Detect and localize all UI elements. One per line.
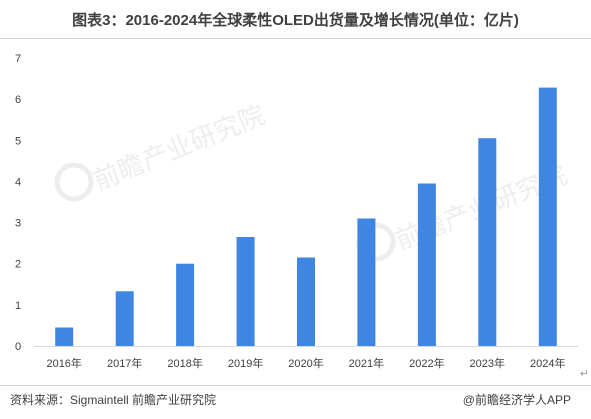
chart-title: 图表3：2016-2024年全球柔性OLED出货量及增长情况(单位：亿片) [72, 12, 519, 29]
y-tick-label: 2 [15, 259, 21, 271]
y-tick-label: 0 [15, 341, 21, 353]
footer-divider [0, 385, 591, 386]
title-divider [0, 38, 591, 39]
x-tick-label: 2017年 [107, 356, 142, 370]
x-tick-label: 2016年 [46, 356, 81, 370]
bar-2022年 [417, 183, 436, 346]
bar-2021年 [357, 218, 376, 346]
y-tick-label: 1 [15, 300, 21, 312]
bar-2019年 [236, 237, 255, 346]
bar-2023年 [478, 138, 497, 346]
bar-2016年 [55, 327, 74, 346]
watermark-logo: 前瞻产业研究院 [54, 100, 269, 202]
bar-2020年 [297, 257, 315, 346]
brand-credit: @前瞻经济学人APP [462, 393, 571, 407]
bar-2017年 [115, 291, 134, 346]
y-tick-label: 6 [15, 94, 21, 106]
y-tick-label: 7 [15, 53, 21, 65]
x-tick-label: 2022年 [409, 356, 444, 370]
bar-2024年 [538, 87, 557, 346]
y-tick-label: 4 [15, 176, 21, 188]
x-tick-label: 2020年 [288, 356, 323, 370]
x-tick-label: 2023年 [470, 356, 505, 370]
x-tick-label: 2019年 [228, 356, 263, 370]
x-tick-label: 2024年 [530, 356, 565, 370]
source-note: 资料来源：Sigmaintell 前瞻产业研究院 [10, 393, 217, 407]
x-tick-label: 2021年 [349, 356, 384, 370]
x-tick-labels: 2016年 2017年 2018年 2019年 2020年 2021年 2022年 2023年… [46, 356, 565, 370]
return-arrow-icon: ↵ [579, 368, 589, 380]
bar-series [55, 87, 557, 346]
svg-text:前瞻产业研究院: 前瞻产业研究院 [89, 100, 269, 196]
y-tick-label: 3 [15, 218, 21, 230]
y-tick-label: 5 [15, 135, 21, 147]
x-tick-label: 2018年 [167, 356, 202, 370]
bar-chart: 前瞻产业研究院前瞻产业研究院 2016年2017年2018年2019年2020年… [15, 53, 578, 370]
bar-2018年 [176, 263, 195, 346]
y-tick-labels: 0 1 2 3 4 5 6 7 [15, 53, 21, 353]
